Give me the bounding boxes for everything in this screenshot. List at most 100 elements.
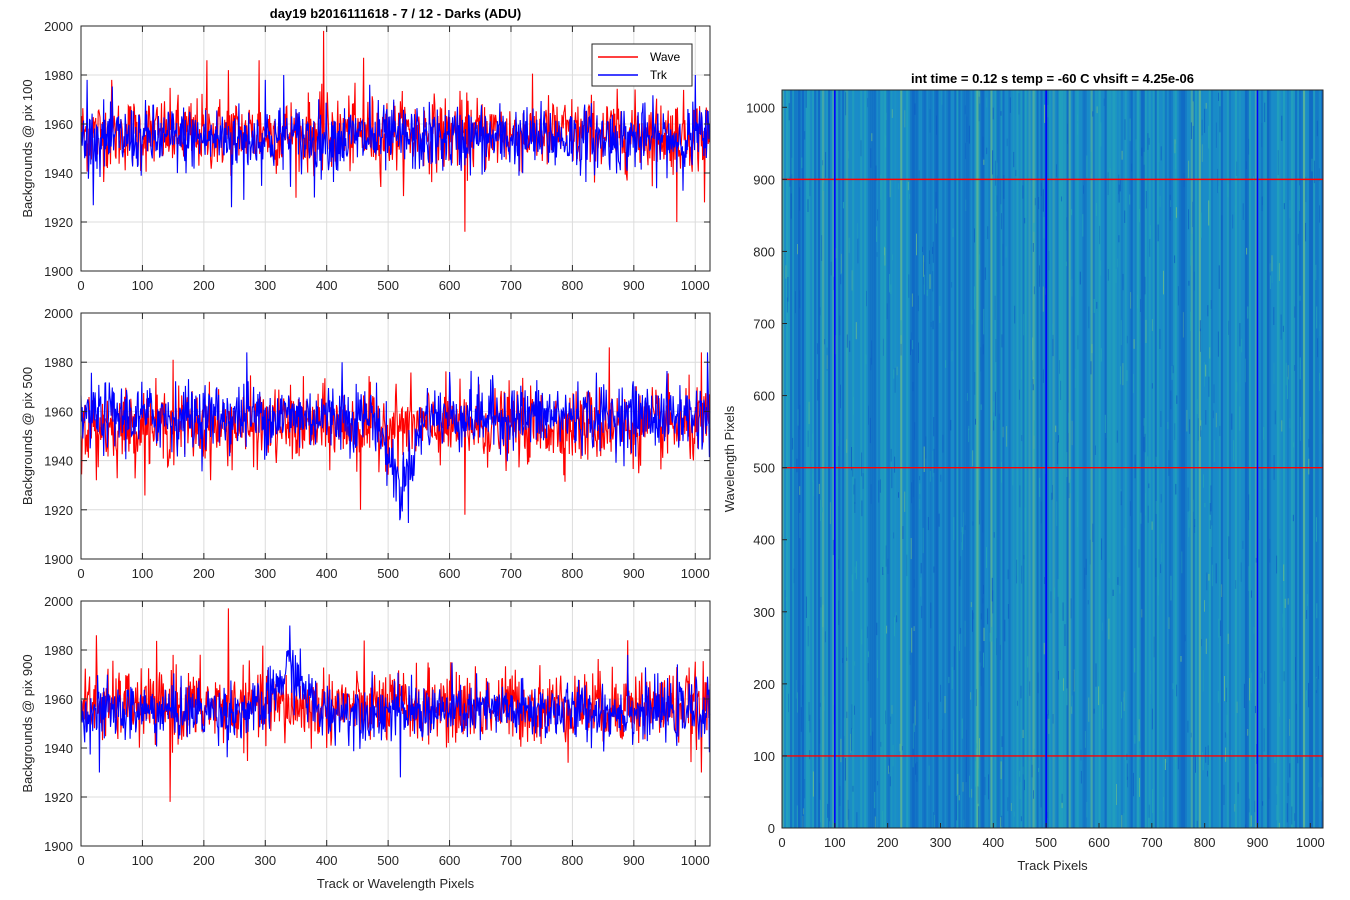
heatmap-column	[940, 90, 943, 828]
heatmap-column	[1224, 90, 1228, 828]
y-tick-label: 600	[753, 389, 775, 404]
heatmap-column	[844, 90, 847, 828]
y-tick-label: 900	[753, 172, 775, 187]
heatmap-column	[1104, 90, 1107, 828]
heatmap-column	[1300, 90, 1304, 828]
x-tick-label: 600	[439, 566, 461, 581]
heatmap-column	[1292, 90, 1296, 828]
heatmap-column	[1252, 90, 1256, 828]
heatmap-column	[1096, 90, 1099, 828]
heatmap-column	[1118, 90, 1121, 828]
heatmap-column	[894, 90, 897, 828]
heatmap-column	[1084, 90, 1087, 828]
heatmap-column	[984, 90, 987, 828]
heatmap-column	[1086, 90, 1089, 828]
heatmap-column	[1282, 90, 1286, 828]
x-tick-label: 600	[1088, 835, 1110, 850]
heatmap-column	[1024, 90, 1027, 828]
heatmap-column	[786, 90, 789, 828]
heatmap-column	[802, 90, 805, 828]
heatmap-column	[1210, 90, 1214, 828]
heatmap-column	[1166, 90, 1170, 828]
y-tick-label: 200	[753, 677, 775, 692]
heatmap-column	[1042, 90, 1045, 828]
heatmap-column	[1002, 90, 1005, 828]
heatmap-column	[914, 90, 917, 828]
x-tick-label: 0	[77, 278, 84, 293]
heatmap-column	[1112, 90, 1115, 828]
y-tick-label: 1980	[44, 643, 73, 658]
heatmap-column	[1060, 90, 1063, 828]
heatmap-column	[950, 90, 953, 828]
heatmap-column	[1048, 90, 1051, 828]
x-axis-label: Track or Wavelength Pixels	[317, 876, 475, 891]
heatmap-column	[1244, 90, 1248, 828]
heatmap-column	[1274, 90, 1278, 828]
x-tick-label: 900	[623, 853, 645, 868]
heatmap-column	[1162, 90, 1165, 828]
y-tick-label: 400	[753, 533, 775, 548]
heatmap-column	[1214, 90, 1218, 828]
heatmap-column	[1226, 90, 1230, 828]
heatmap-column	[1088, 90, 1091, 828]
heatmap-column	[1312, 90, 1316, 828]
heatmap-column	[1236, 90, 1240, 828]
heatmap-column	[1080, 90, 1083, 828]
heatmap-column	[902, 90, 905, 828]
heatmap-column	[1078, 90, 1081, 828]
axes-frame	[80, 600, 711, 847]
x-tick-label: 200	[193, 278, 215, 293]
x-tick-label: 700	[500, 853, 522, 868]
heatmap-column	[828, 90, 831, 828]
heatmap-column	[1228, 90, 1232, 828]
heatmap-column	[1248, 90, 1252, 828]
heatmap-column	[782, 90, 785, 828]
heatmap-column	[1052, 90, 1055, 828]
x-tick-label: 0	[77, 853, 84, 868]
heatmap-column	[866, 90, 869, 828]
heatmap-column	[842, 90, 845, 828]
y-axis-label: Backgrounds @ pix 900	[20, 654, 35, 792]
heatmap-column	[956, 90, 959, 828]
heatmap-column	[846, 90, 849, 828]
heatmap-column	[1092, 90, 1095, 828]
heatmap-column	[1196, 90, 1200, 828]
heatmap-column	[1316, 90, 1320, 828]
heatmap-column	[942, 90, 945, 828]
heatmap-column	[1020, 90, 1023, 828]
heatmap-column	[1008, 90, 1011, 828]
series-line-trk	[80, 74, 711, 208]
x-tick-label: 300	[254, 566, 276, 581]
heatmap-column	[1018, 90, 1021, 828]
heatmap-column	[892, 90, 895, 828]
heatmap-column	[922, 90, 925, 828]
heatmap-column	[1296, 90, 1300, 828]
heatmap-column	[1076, 90, 1079, 828]
heatmap-column	[1188, 90, 1192, 828]
y-tick-label: 100	[753, 749, 775, 764]
heatmap-column	[1014, 90, 1017, 828]
heatmap-column	[854, 90, 857, 828]
heatmap-column	[1016, 90, 1019, 828]
heatmap-column	[1140, 90, 1143, 828]
heatmap-column	[1294, 90, 1298, 828]
heatmap-column	[810, 90, 813, 828]
y-tick-label: 500	[753, 461, 775, 476]
heatmap-column	[1306, 90, 1310, 828]
line-plot-pix-500: 0 100 200 300 400 500 600 700 800 900 1000 1900 1920…	[20, 306, 711, 581]
heatmap-column	[1138, 90, 1141, 828]
heatmap-column	[1108, 90, 1111, 828]
heatmap-column	[888, 90, 891, 828]
heatmap-column	[1040, 90, 1043, 828]
heatmap-column	[1156, 90, 1159, 828]
heatmap-column	[948, 90, 951, 828]
x-tick-label: 100	[132, 278, 154, 293]
heatmap-column	[1142, 90, 1145, 828]
heatmap-column	[882, 90, 885, 828]
heatmap-column	[928, 90, 931, 828]
heatmap-column	[1276, 90, 1280, 828]
y-tick-label: 0	[768, 821, 775, 836]
y-axis-label: Backgrounds @ pix 500	[20, 367, 35, 505]
heatmap-column	[1194, 90, 1198, 828]
heatmap-column	[1278, 90, 1282, 828]
